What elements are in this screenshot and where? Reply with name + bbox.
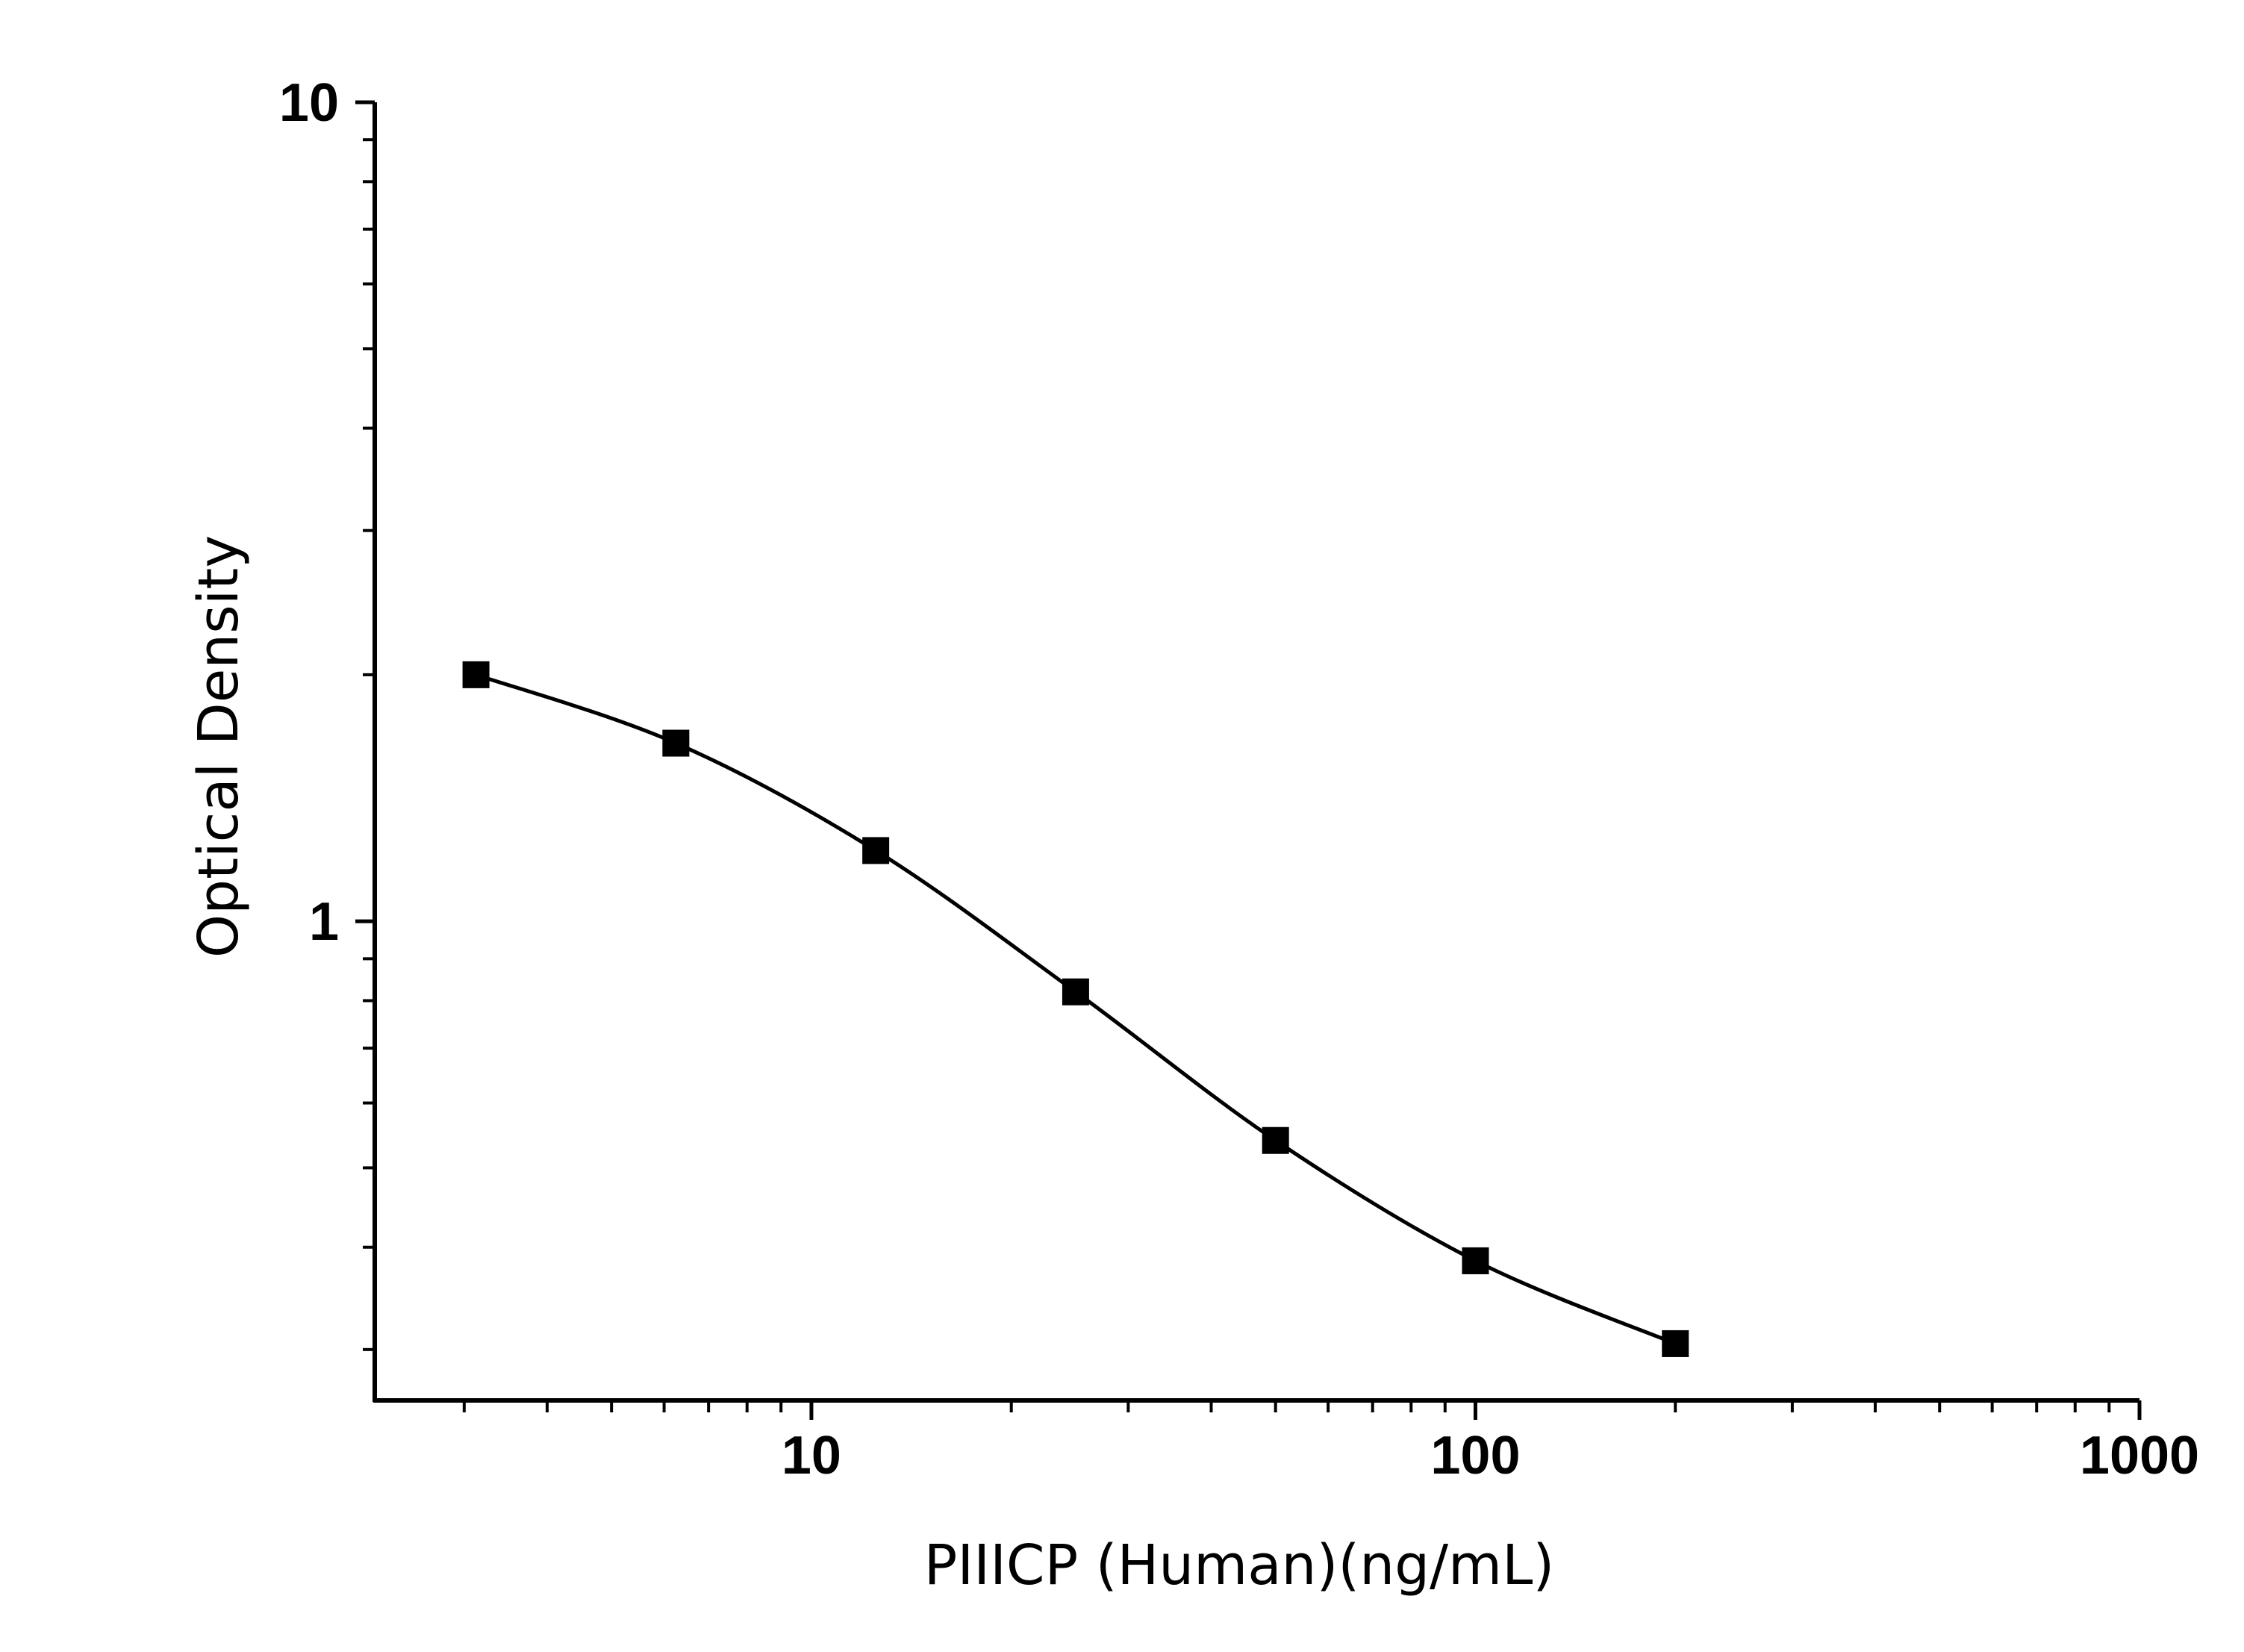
x-tick-label: 100 (1430, 1426, 1520, 1486)
y-axis-title: Optical Density (187, 535, 251, 958)
x-tick-label: 10 (782, 1426, 841, 1486)
axes (373, 102, 2139, 1403)
y-tick-label: 10 (279, 73, 339, 133)
x-tick-label: 1000 (2080, 1426, 2199, 1486)
y-tick-label: 1 (309, 892, 339, 952)
axis-ticks (355, 100, 2142, 1420)
data-point (1262, 1126, 1289, 1154)
data-point (862, 837, 890, 864)
tick-labels: 10 100 1000 1 10 (279, 73, 2199, 1486)
data-point (1062, 978, 1089, 1006)
x-axis-title: PIIICP (Human)(ng/mL) (924, 1533, 1554, 1598)
data-point (1462, 1247, 1489, 1274)
data-point (1662, 1330, 1689, 1357)
fitted-curve (475, 673, 1677, 1346)
data-point (662, 729, 690, 757)
data-point (462, 661, 490, 688)
data-points (462, 661, 1689, 1357)
